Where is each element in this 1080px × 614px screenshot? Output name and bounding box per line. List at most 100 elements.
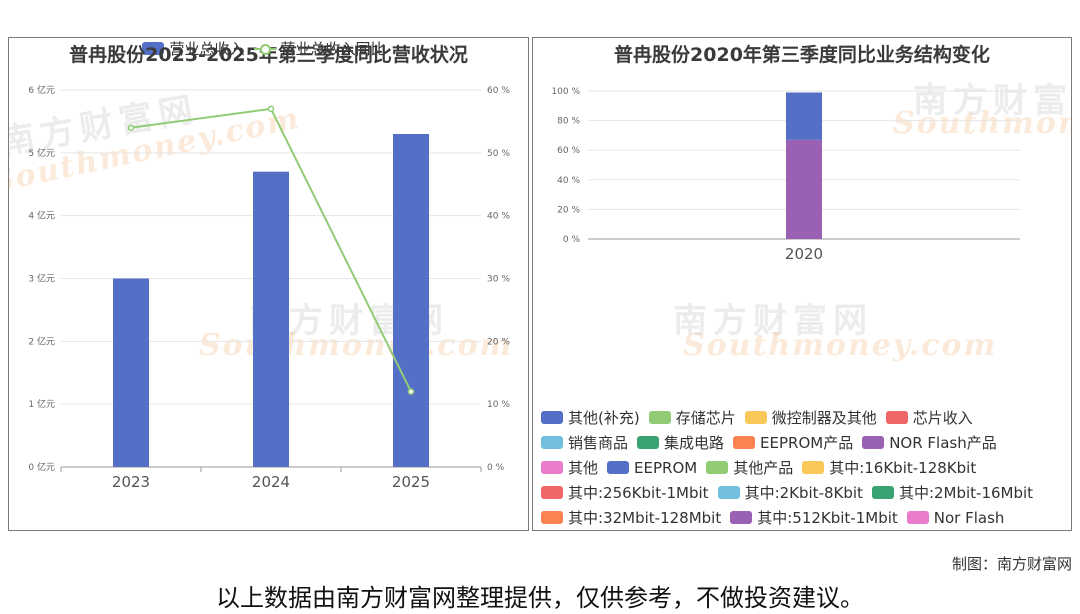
revenue-chart-panel: 南方财富网 Southmoney.com 南方财富网 Southmoney.co…	[8, 37, 529, 531]
legend-swatch	[733, 436, 756, 449]
y-tick-label-left: 1 亿元	[28, 398, 55, 410]
legend-label: 其中:2Mbit-16Mbit	[898, 484, 1034, 502]
legend-row: 其他 EEPROM 其他产品 其中:16Kbit-128Kbit	[541, 455, 1042, 480]
legend-swatch	[637, 436, 660, 449]
stacked-bar-segment	[786, 92, 822, 140]
bar	[113, 278, 149, 467]
revenue-chart: 0 亿元 1 亿元 2 亿元 3 亿元 4 亿元 5 亿元 6 亿元 0 % 10 % 20 % 3…	[28, 84, 510, 491]
legend-label: 芯片收入	[912, 409, 973, 427]
legend-label: 销售商品	[568, 434, 629, 452]
y-tick-label-left: 4 亿元	[28, 210, 55, 222]
legend-swatch-line	[253, 42, 276, 55]
legend-item[interactable]: EEPROM产品	[733, 432, 853, 453]
legend-label: 存储芯片	[675, 409, 736, 427]
structure-chart: 0 % 20 % 40 % 60 % 80 % 100 % 2020	[551, 87, 1020, 263]
legend-item[interactable]: 销售商品	[541, 432, 628, 453]
x-tick-label: 2020	[785, 245, 823, 263]
y-tick-label-left: 2 亿元	[28, 335, 55, 347]
legend-item[interactable]: 集成电路	[637, 432, 724, 453]
legend-swatch	[744, 411, 767, 424]
legend-label: 其中:512Kbit-1Mbit	[757, 509, 898, 527]
legend-label: 微控制器及其他	[771, 409, 877, 427]
y-tick-label-right: 60 %	[487, 86, 510, 96]
legend-swatch	[717, 486, 740, 499]
legend-label: 其中:256Kbit-1Mbit	[568, 484, 709, 502]
legend-item[interactable]: 其他产品	[706, 457, 793, 478]
y-tick-label-left: 0 亿元	[28, 461, 55, 473]
legend-item[interactable]: 其中:512Kbit-1Mbit	[730, 507, 898, 528]
legend-swatch	[541, 411, 563, 424]
legend-label: 其中:2Kbit-8Kbit	[744, 484, 863, 502]
left-legend: 营业总收入 营业总收入同比	[9, 38, 528, 59]
legend-row: 其中:256Kbit-1Mbit 其中:2Kbit-8Kbit 其中:2Mbit-1…	[541, 480, 1042, 505]
legend-label: 其他产品	[733, 459, 794, 477]
legend-item-yoy[interactable]: 营业总收入同比	[253, 38, 386, 59]
x-tick-label: 2025	[392, 473, 430, 491]
y-tick-label-right: 20 %	[487, 337, 510, 347]
legend-item[interactable]: 其他	[541, 457, 598, 478]
legend-swatch	[802, 461, 825, 474]
legend-label: 其中:32Mbit-128Mbit	[568, 509, 722, 527]
legend-item[interactable]: 其他(补充)	[541, 407, 640, 428]
y-tick-label-left: 3 亿元	[28, 273, 55, 285]
left-chart-title: 普冉股份2023-2025年第三季度同比营收状况	[69, 44, 468, 66]
y-tick-label: 60 %	[557, 146, 580, 156]
legend-row: 其中:32Mbit-128Mbit 其中:512Kbit-1Mbit Nor Fla…	[541, 505, 1042, 530]
y-tick-label-right: 30 %	[487, 275, 510, 285]
legend-item[interactable]: 存储芯片	[648, 407, 736, 428]
yoy-point	[127, 124, 135, 131]
legend-swatch	[541, 511, 563, 524]
legend-item[interactable]: 其中:32Mbit-128Mbit	[541, 507, 721, 528]
legend-label: 其他(补充)	[568, 409, 640, 427]
y-tick-label-right: 50 %	[487, 149, 510, 159]
legend-label: 其他	[568, 459, 599, 477]
legend-item[interactable]: NOR Flash产品	[862, 432, 997, 453]
structure-chart-panel: 南方财富网 Southmoney.com 南方财富网 Southmoney.co…	[532, 37, 1072, 531]
legend-swatch	[541, 461, 563, 474]
legend-swatch	[906, 511, 929, 524]
y-tick-label-right: 10 %	[487, 400, 510, 410]
legend-row: 销售商品 集成电路 EEPROM产品 NOR Flash产品	[541, 430, 1042, 455]
legend-label: EEPROM	[634, 458, 698, 477]
legend-row: 其他(补充) 存储芯片 微控制器及其他 芯片收入	[541, 405, 1042, 430]
bar	[253, 171, 289, 467]
bar	[393, 133, 429, 467]
legend-item[interactable]: 芯片收入	[885, 407, 973, 428]
legend-swatch	[862, 436, 885, 449]
legend-swatch	[885, 411, 908, 424]
y-tick-label-left: 6 亿元	[28, 84, 55, 96]
legend-label: Nor Flash	[933, 508, 1005, 527]
right-chart-title: 普冉股份2020年第三季度同比业务结构变化	[614, 44, 990, 66]
legend-label-yoy: 营业总收入同比	[280, 40, 386, 58]
legend-item[interactable]: EEPROM	[607, 459, 697, 477]
legend-label: 集成电路	[664, 434, 725, 452]
legend-item[interactable]: 其中:16Kbit-128Kbit	[802, 457, 976, 478]
legend-swatch-bar	[142, 42, 165, 55]
y-tick-label: 0 %	[563, 235, 581, 245]
legend-item[interactable]: 微控制器及其他	[744, 407, 877, 428]
y-tick-label: 20 %	[557, 205, 580, 215]
y-tick-label: 100 %	[551, 87, 580, 97]
yoy-point	[267, 105, 275, 113]
yoy-point	[407, 388, 415, 395]
right-legend: 其他(补充) 存储芯片 微控制器及其他 芯片收入销售商品 集成电路 EEPROM产品 NOR…	[541, 405, 1042, 530]
legend-swatch	[648, 411, 671, 424]
legend-item-revenue[interactable]: 营业总收入	[142, 38, 245, 59]
legend-label-revenue: 营业总收入	[169, 40, 245, 58]
legend-swatch	[541, 486, 563, 499]
stacked-bar-segment	[786, 139, 822, 239]
legend-swatch	[541, 436, 563, 449]
y-tick-label-right: 40 %	[487, 212, 510, 222]
y-tick-label-right: 0 %	[487, 463, 505, 473]
legend-item[interactable]: 其中:256Kbit-1Mbit	[541, 482, 709, 503]
legend-swatch	[730, 511, 753, 524]
y-tick-label: 80 %	[557, 117, 580, 127]
legend-swatch	[706, 461, 729, 474]
x-tick-label: 2024	[252, 473, 290, 491]
legend-swatch	[607, 461, 630, 474]
legend-label: 其中:16Kbit-128Kbit	[829, 459, 977, 477]
legend-item[interactable]: 其中:2Mbit-16Mbit	[871, 482, 1034, 503]
y-tick-label-left: 5 亿元	[28, 147, 55, 159]
legend-item[interactable]: 其中:2Kbit-8Kbit	[717, 482, 863, 503]
legend-item[interactable]: Nor Flash	[906, 508, 1005, 527]
